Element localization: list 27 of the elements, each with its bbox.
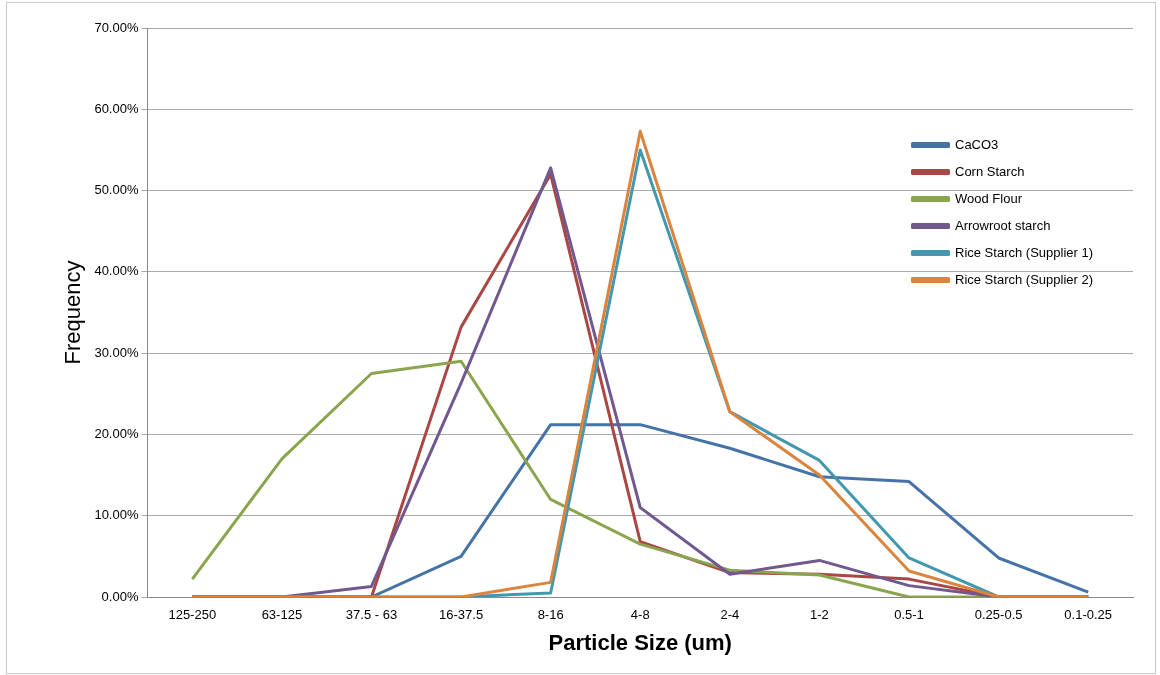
x-tick-label: 0.1-0.25 [1064, 607, 1113, 623]
y-tick-label: 70.00% [94, 19, 139, 35]
legend-label: Wood Flour [955, 190, 1023, 206]
legend-label: CaCO3 [955, 136, 999, 152]
x-tick-label: 0.5-1 [894, 607, 924, 623]
x-tick-label: 63-125 [261, 607, 303, 623]
x-tick-label: 37.5 - 63 [345, 607, 398, 623]
x-tick-label: 2-4 [720, 607, 740, 623]
y-tick-label: 40.00% [94, 263, 139, 279]
x-axis-title: Particle Size (um) [548, 629, 732, 655]
x-tick-label: 0.25-0.5 [974, 607, 1023, 623]
legend-label: Corn Starch [955, 163, 1025, 179]
y-tick-label: 10.00% [94, 507, 139, 523]
x-tick-label: 125-250 [168, 607, 217, 623]
y-tick-label: 50.00% [94, 182, 139, 198]
y-tick-label: 20.00% [94, 426, 139, 442]
x-tick-label: 4-8 [630, 607, 650, 623]
y-axis-title: Frequency [60, 260, 86, 365]
x-tick-label: 1-2 [810, 607, 829, 623]
legend-label: Rice Starch (Supplier 2) [955, 271, 1093, 287]
y-tick-label: 60.00% [94, 100, 139, 116]
y-tick-label: 0.00% [101, 588, 139, 604]
y-tick-label: 30.00% [94, 344, 139, 360]
x-tick-label: 16-37.5 [439, 607, 484, 623]
legend-label: Rice Starch (Supplier 1) [955, 244, 1093, 260]
legend-label: Arrowroot starch [955, 217, 1051, 233]
x-tick-label: 8-16 [537, 607, 564, 623]
